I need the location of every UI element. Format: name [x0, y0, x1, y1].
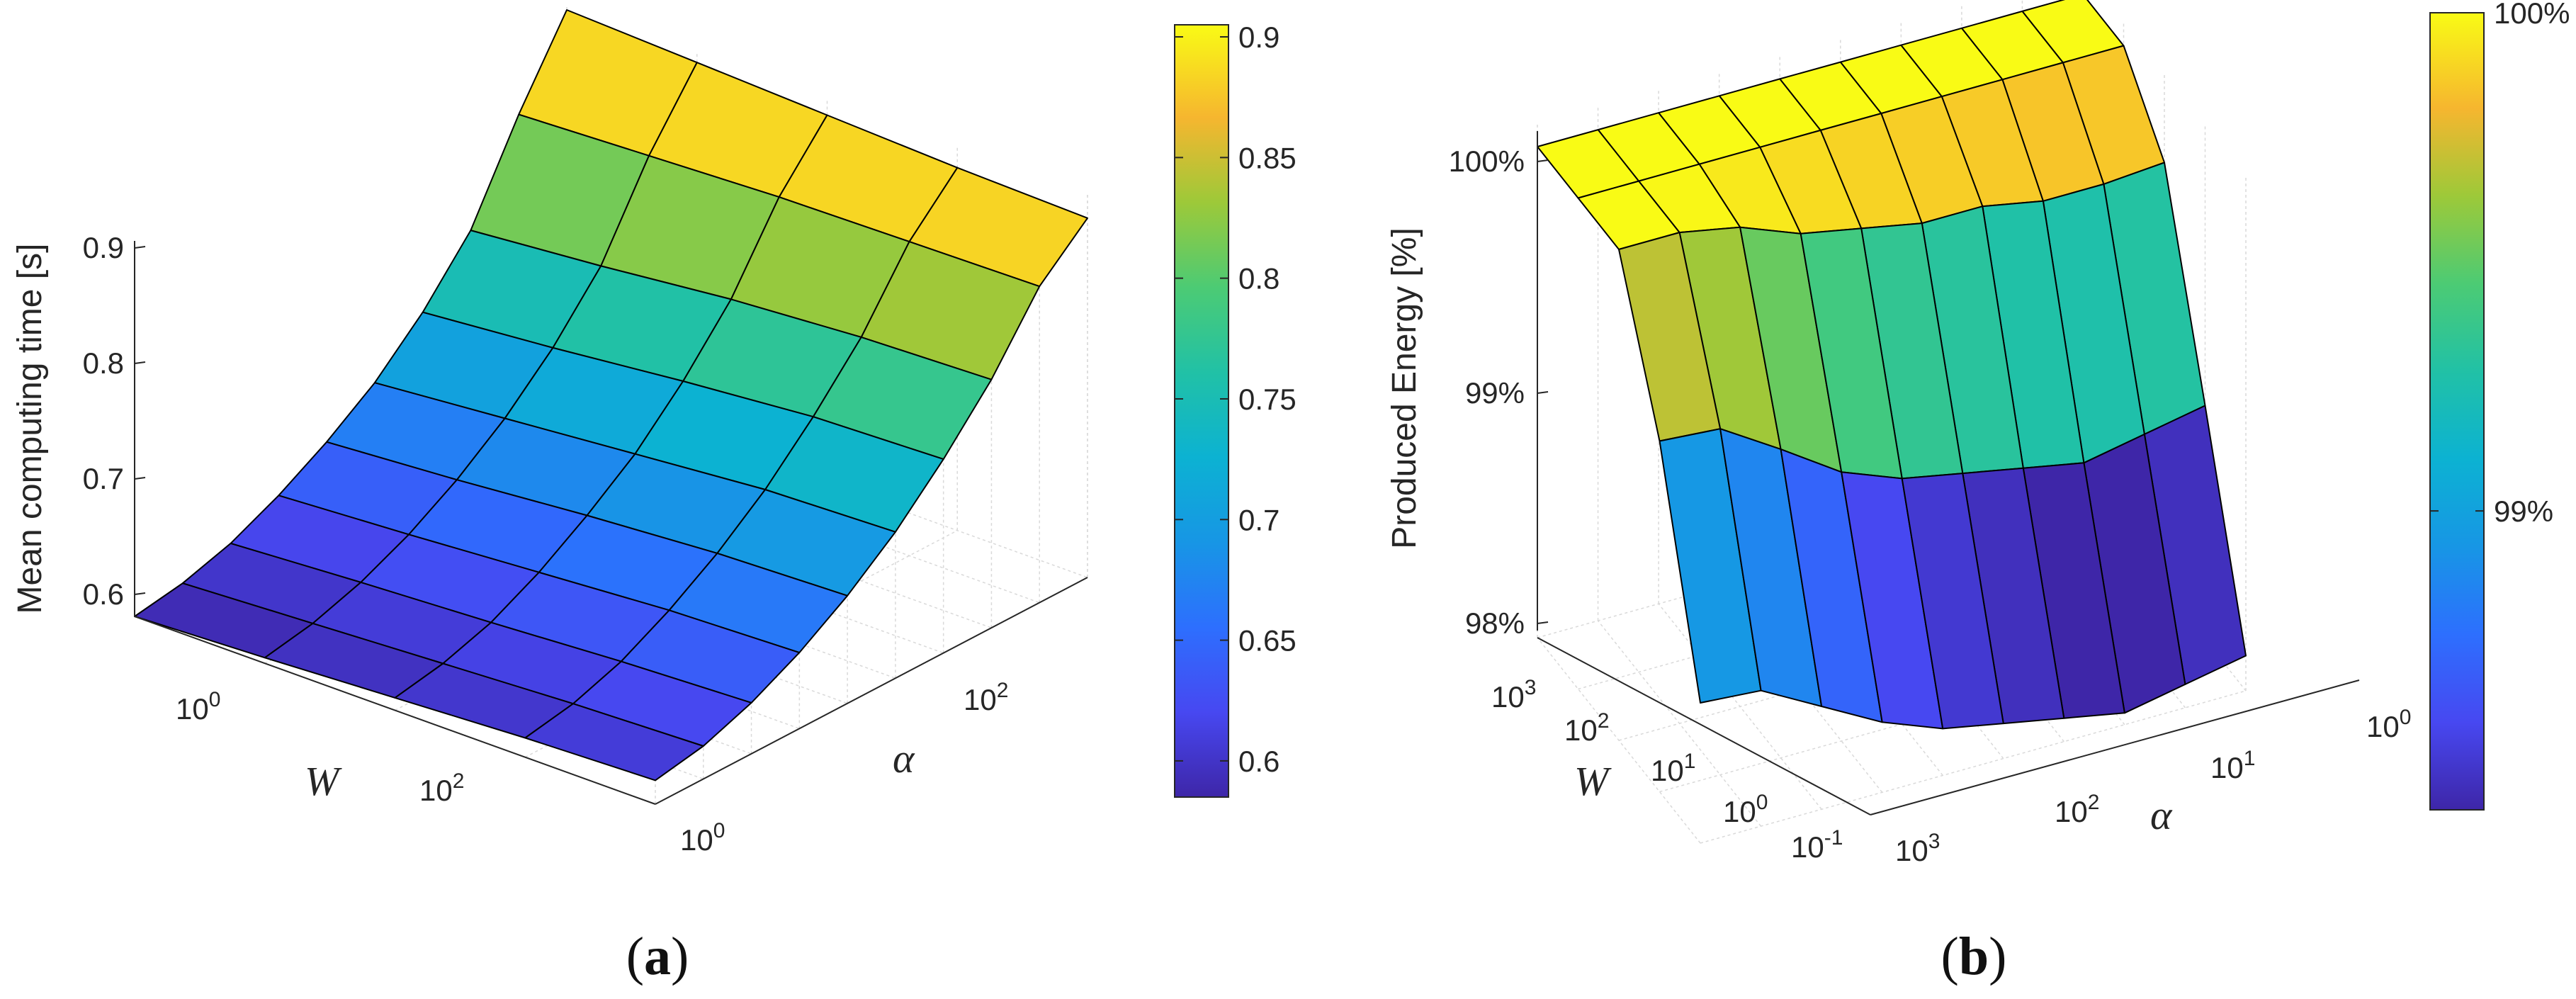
chart-a-colorbar-tick-label: 0.6 [1238, 745, 1279, 778]
chart-a-colorbar-tick-label: 0.75 [1238, 383, 1297, 416]
chart-a-y-ticks: 100 102 [680, 679, 1008, 857]
chart-b-z-ticks: 100% 99% 98% [1449, 145, 1549, 640]
chart-b-zlabel: Produced Energy [%] [1386, 227, 1423, 549]
chart-b-colorbar: 100% 99% [2429, 0, 2570, 811]
chart-a-panel-letter: a [644, 927, 671, 986]
chart-b-y-axis-line [1870, 679, 2360, 815]
chart-b-x-tick-exponent: -1 [1824, 826, 1843, 850]
chart-b-y-tick-base: 10 [2055, 795, 2088, 828]
chart-b-colorbar-ticks: 100% 99% [2430, 0, 2570, 528]
chart-a-colorbar-bar [1174, 24, 1229, 798]
chart-b-y-tick-label: 100 [2366, 706, 2411, 743]
chart-a-colorbar-tick-label: 0.8 [1238, 262, 1279, 295]
chart-a-x-tick-base: 10 [419, 774, 453, 807]
chart-b-y-tick-exponent: 1 [2244, 747, 2256, 770]
chart-b-x-tick-exponent: 1 [1684, 750, 1696, 773]
chart-a-z-tick-mark [134, 361, 146, 364]
chart-b-y-tick-label: 103 [1895, 830, 1940, 867]
chart-a-colorbar-ticks: 0.9 0.85 0.8 0.75 0.7 0.65 0.6 [1175, 21, 1297, 778]
chart-a-z-tick-mark [134, 246, 146, 249]
chart-b-panel-letter: b [1959, 927, 1989, 986]
chart-a-y-tick-base: 10 [964, 683, 997, 716]
chart-b-x-tick-label: 100 [1723, 791, 1768, 828]
chart-b-surface-patch [1901, 473, 2004, 730]
chart-b-colorbar-bar [2429, 12, 2485, 811]
chart-a-y-tick-exponent: 2 [997, 679, 1009, 702]
chart-a-colorbar-tick-label: 0.85 [1238, 141, 1297, 174]
chart-b-grid-line [1700, 690, 2247, 844]
chart-b-y-tick-exponent: 2 [2088, 791, 2100, 814]
chart-b-x-tick-label: 101 [1651, 750, 1695, 787]
chart-b-z-tick-mark [1537, 391, 1549, 394]
chart-a-surface [134, 9, 1088, 781]
chart-b-x-tick-label: 102 [1564, 709, 1609, 747]
chart-a-x-tick-base: 10 [176, 692, 209, 726]
chart-b-z-tick-mark [1537, 621, 1549, 624]
chart-a-y-tick-label: 100 [680, 819, 725, 857]
chart-b-x-tick-exponent: 0 [1756, 791, 1768, 814]
chart-a-colorbar-tick-label: 0.9 [1238, 21, 1279, 54]
chart-b-panel-label: (b) [1941, 927, 2007, 986]
chart-b-x-axis-line [1537, 637, 1871, 815]
chart-b-x-tick-base: 10 [1564, 713, 1598, 747]
chart-b-x-tick-base: 10 [1651, 754, 1684, 787]
chart-b-x-tick-base: 10 [1723, 795, 1756, 828]
chart-a-y-tick-label: 102 [964, 679, 1008, 716]
chart-b-x-tick-label: 103 [1491, 676, 1536, 713]
chart-a-z-ticks: 0.9 0.8 0.7 0.6 [83, 231, 146, 611]
chart-a-z-tick-label: 0.7 [83, 462, 124, 495]
chart-a-x-tick-label: 102 [419, 769, 464, 807]
chart-b-y-tick-base: 10 [2366, 710, 2400, 743]
chart-b-y-tick-exponent: 0 [2400, 706, 2412, 729]
chart-b-x-tick-base: 10 [1791, 830, 1824, 864]
chart-b-x-tick-exponent: 3 [1525, 676, 1537, 699]
chart-a-x-tick-exponent: 0 [209, 688, 221, 711]
chart-b-y-tick-exponent: 3 [1928, 830, 1941, 853]
chart-b-y-tick-base: 10 [1895, 834, 1928, 867]
chart-b-axes [1537, 131, 2360, 815]
chart-b: 100% 99% 98% Produced Energy [%] 103 102… [1386, 0, 2570, 986]
chart-a-surface-patch [524, 703, 704, 781]
chart-a-x-ticks: 100 102 [176, 688, 464, 807]
chart-a-x-tick-label: 100 [176, 688, 220, 726]
chart-a-z-tick-label: 0.6 [83, 577, 124, 611]
chart-a-z-tick-mark [134, 592, 146, 595]
chart-b-y-ticks: 103 102 101 100 [1895, 706, 2411, 867]
chart-b-z-tick-label: 98% [1465, 606, 1525, 640]
chart-a: 0.9 0.8 0.7 0.6 Mean computing time [s] … [11, 4, 1297, 986]
chart-b-y-tick-label: 101 [2210, 747, 2255, 784]
chart-b-x-tick-exponent: 2 [1598, 709, 1610, 733]
chart-a-panel-label: (a) [626, 927, 689, 986]
chart-b-surface [1537, 0, 2247, 730]
chart-b-z-tick-mark [1537, 159, 1549, 162]
chart-a-colorbar-tick-label: 0.65 [1238, 624, 1297, 657]
chart-a-z-tick-label: 0.9 [83, 231, 124, 264]
chart-b-y-tick-label: 102 [2055, 791, 2099, 828]
chart-a-x-tick-exponent: 2 [453, 769, 465, 793]
chart-a-z-tick-label: 0.8 [83, 346, 124, 380]
chart-b-z-tick-label: 99% [1465, 376, 1525, 410]
chart-b-xlabel: W [1574, 758, 1612, 804]
chart-a-y-tick-base: 10 [680, 823, 713, 857]
chart-a-zlabel: Mean computing time [s] [11, 244, 49, 614]
chart-b-x-tick-label: 10-1 [1791, 826, 1843, 864]
chart-b-z-tick-label: 100% [1449, 145, 1525, 178]
chart-b-colorbar-tick-label: 99% [2494, 495, 2553, 528]
chart-a-x-axis-line [134, 616, 656, 805]
chart-b-colorbar-tick-label: 100% [2494, 0, 2570, 30]
chart-a-ylabel: α [893, 735, 915, 781]
chart-b-x-tick-base: 10 [1491, 680, 1525, 713]
chart-a-colorbar: 0.9 0.85 0.8 0.75 0.7 0.65 0.6 [1174, 21, 1297, 798]
chart-a-axes [134, 241, 1088, 805]
chart-b-x-ticks: 103 102 101 100 10-1 [1491, 676, 1843, 864]
chart-a-z-tick-mark [134, 477, 146, 480]
chart-a-xlabel: W [305, 758, 342, 804]
chart-b-ylabel: α [2150, 792, 2173, 838]
chart-a-y-tick-exponent: 0 [713, 819, 725, 842]
chart-a-colorbar-tick-label: 0.7 [1238, 503, 1279, 536]
chart-b-y-tick-base: 10 [2210, 751, 2244, 784]
chart-a-y-axis-line [655, 577, 1088, 805]
